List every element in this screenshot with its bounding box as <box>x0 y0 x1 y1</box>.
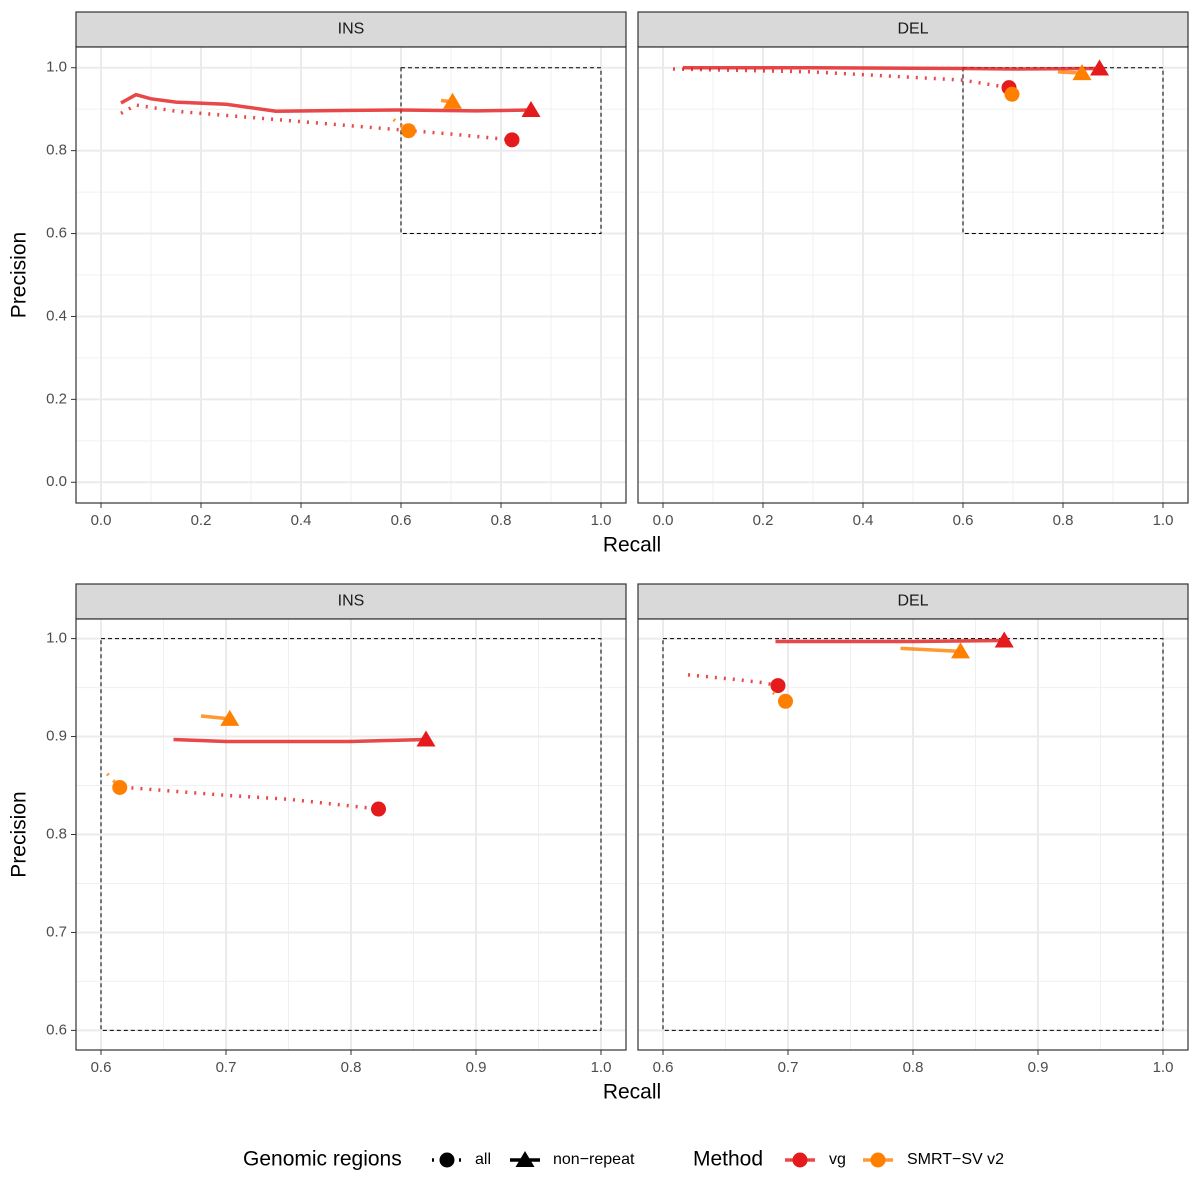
facet-strip <box>637 583 1189 620</box>
x-tick-label: 0.6 <box>653 1059 674 1076</box>
series-line <box>173 737 427 744</box>
x-tick-label: 1.0 <box>1153 512 1174 529</box>
x-tick-label: 0.6 <box>953 512 974 529</box>
facet-strip <box>637 11 1189 48</box>
series-line <box>392 118 410 133</box>
series-line <box>113 784 379 811</box>
x-tick-label: 0.6 <box>91 1059 112 1076</box>
facet-label: INS <box>338 593 365 610</box>
series-line <box>775 638 1005 644</box>
marker-circle <box>371 801 386 817</box>
facet-label: DEL <box>897 593 928 610</box>
zoom-box <box>100 638 602 1031</box>
x-axis-title: Recall <box>603 1081 661 1104</box>
x-tick-label: 0.9 <box>466 1059 487 1076</box>
facet-label: INS <box>338 21 365 38</box>
y-tick-label: 0.7 <box>46 923 67 940</box>
marker-triangle <box>443 92 462 109</box>
x-tick-label: 1.0 <box>1153 1059 1174 1076</box>
marker-circle <box>504 132 520 148</box>
panel-border <box>75 618 627 1051</box>
x-tick-label: 0.4 <box>291 512 312 529</box>
x-tick-label: 0.8 <box>341 1059 362 1076</box>
x-tick-label: 0.7 <box>216 1059 237 1076</box>
facet-label: DEL <box>897 21 928 38</box>
marker-circle <box>770 678 786 694</box>
zoom-box <box>400 67 602 235</box>
y-tick-label: 0.4 <box>46 307 67 324</box>
y-axis-title: Precision <box>8 791 31 877</box>
series-line <box>683 65 1100 71</box>
marker-circle <box>870 1152 886 1168</box>
series-line <box>105 772 122 789</box>
legend-label: all <box>475 1151 491 1168</box>
marker-circle <box>1004 86 1020 102</box>
marker-triangle <box>1072 64 1092 81</box>
x-axis-title: Recall <box>603 534 661 557</box>
marker-triangle <box>220 709 240 726</box>
series-line <box>120 103 513 142</box>
marker-circle <box>401 123 416 139</box>
marker-circle <box>112 779 128 795</box>
x-tick-label: 0.9 <box>1028 1059 1049 1076</box>
panel-border <box>75 46 627 504</box>
marker-circle <box>439 1152 455 1168</box>
marker-triangle <box>994 631 1014 648</box>
x-tick-label: 1.0 <box>591 512 612 529</box>
y-tick-label: 0.6 <box>46 225 67 242</box>
x-tick-label: 0.8 <box>903 1059 924 1076</box>
x-tick-label: 0.6 <box>391 512 412 529</box>
y-axis-title: Precision <box>8 232 31 318</box>
facet-strip <box>75 583 627 620</box>
x-tick-label: 0.7 <box>778 1059 799 1076</box>
marker-circle <box>792 1152 808 1168</box>
series-line <box>120 92 532 114</box>
x-tick-label: 0.0 <box>653 512 674 529</box>
x-tick-label: 1.0 <box>591 1059 612 1076</box>
marker-triangle <box>521 101 541 118</box>
x-tick-label: 0.8 <box>1053 512 1074 529</box>
y-tick-label: 0.0 <box>46 473 67 490</box>
x-tick-label: 0.8 <box>491 512 512 529</box>
legend-label: non−repeat <box>553 1151 635 1168</box>
y-tick-label: 0.2 <box>46 390 67 407</box>
x-tick-label: 0.0 <box>91 512 112 529</box>
y-tick-label: 0.8 <box>46 142 67 159</box>
marker-triangle <box>416 730 436 747</box>
y-tick-label: 0.6 <box>46 1021 67 1038</box>
marker-triangle <box>951 642 970 659</box>
x-tick-label: 0.2 <box>191 512 212 529</box>
y-tick-label: 1.0 <box>46 630 67 647</box>
plot-area <box>687 631 1014 709</box>
legend-title: Genomic regions <box>243 1148 402 1171</box>
zoom-box <box>662 638 1164 1031</box>
panel-border <box>637 618 1189 1051</box>
legend-title: Method <box>693 1148 763 1171</box>
plot-area <box>672 59 1109 102</box>
legend-label: vg <box>829 1151 846 1168</box>
x-tick-label: 0.4 <box>853 512 874 529</box>
x-tick-label: 0.2 <box>753 512 774 529</box>
y-tick-label: 0.8 <box>46 825 67 842</box>
marker-triangle <box>515 1151 535 1167</box>
plot-area <box>120 92 541 148</box>
panel-border <box>637 46 1189 504</box>
series-line <box>900 646 961 654</box>
y-tick-label: 1.0 <box>46 59 67 76</box>
marker-triangle <box>1090 59 1109 76</box>
facet-strip <box>75 11 627 48</box>
legend-label: SMRT−SV v2 <box>907 1151 1004 1168</box>
y-tick-label: 0.9 <box>46 728 67 745</box>
plot-area <box>105 709 436 817</box>
marker-circle <box>778 693 793 709</box>
